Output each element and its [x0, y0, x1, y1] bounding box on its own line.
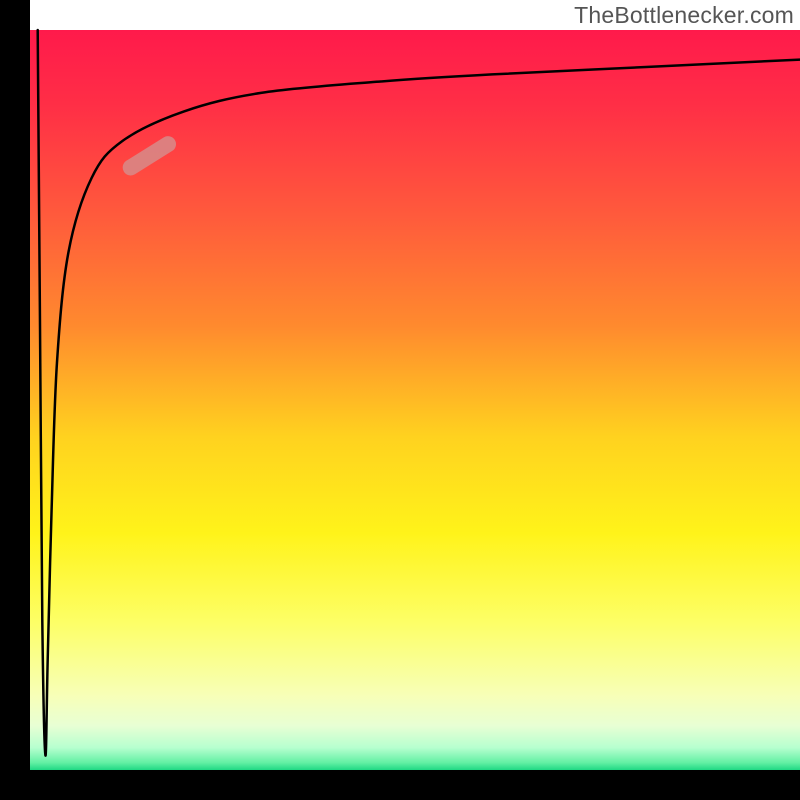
- x-axis: [0, 770, 800, 800]
- bottleneck-chart: TheBottlenecker.com: [0, 0, 800, 800]
- plot-background: [30, 30, 800, 770]
- chart-svg: [0, 0, 800, 800]
- y-axis: [0, 0, 30, 800]
